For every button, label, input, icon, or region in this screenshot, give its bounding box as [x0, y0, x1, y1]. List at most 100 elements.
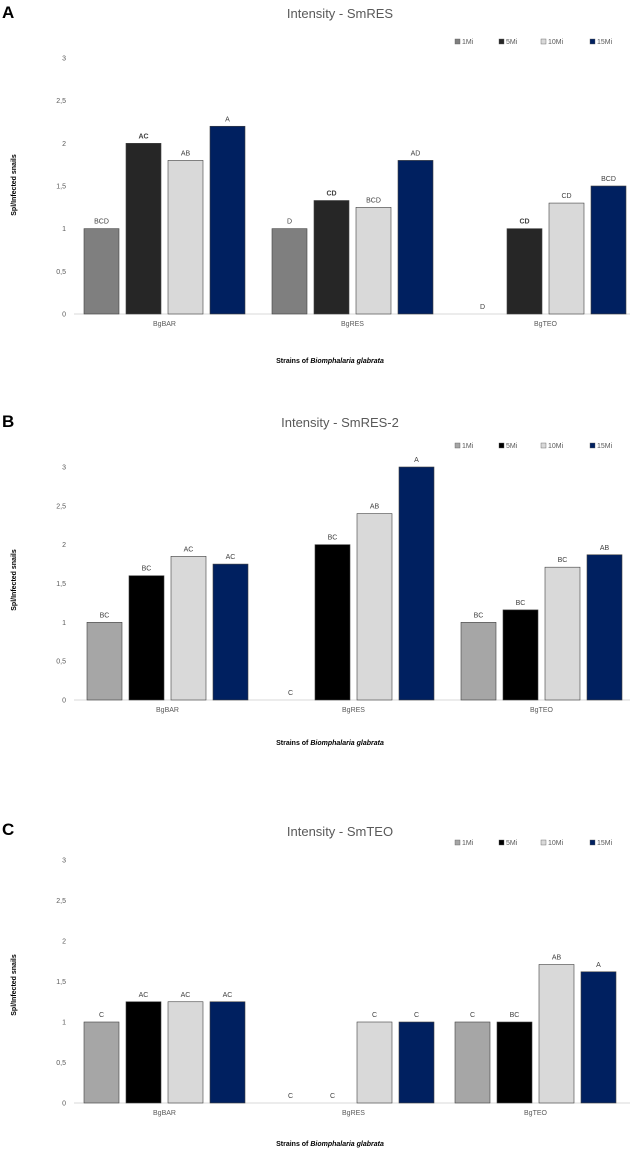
legend-swatch	[589, 38, 596, 45]
bar	[167, 1001, 204, 1104]
data-label: C	[99, 1012, 104, 1019]
bar	[209, 125, 246, 315]
panel-letter: C	[2, 820, 14, 839]
y-tick-label: 1	[62, 620, 66, 627]
bar	[356, 513, 393, 701]
y-tick-label: 3	[62, 465, 66, 472]
x-category-label: BgRES	[342, 707, 365, 714]
bar	[271, 228, 308, 315]
data-label: AC	[139, 992, 149, 999]
data-label: C	[288, 1093, 293, 1100]
chart-panel-a: A Intensity - SmRES 1Mi 5Mi 10Mi 15Mi 0 0,5 1 1,5…	[2, 3, 630, 365]
bar	[212, 563, 249, 701]
legend-swatch	[498, 442, 505, 449]
legend-swatch	[589, 839, 596, 846]
data-label: BC	[142, 566, 152, 573]
data-label: AB	[181, 150, 191, 157]
legend-swatch	[454, 442, 461, 449]
legend-label: 5Mi	[506, 840, 518, 847]
data-label: AB	[552, 954, 562, 961]
y-tick-label: 0	[62, 698, 66, 705]
bar	[83, 228, 120, 315]
x-category-label: BgRES	[342, 1110, 365, 1117]
bar	[314, 544, 351, 701]
data-label: A	[225, 116, 230, 123]
chart-title: Intensity - SmRES-2	[281, 415, 399, 430]
data-label: A	[414, 457, 419, 464]
legend-label: 15Mi	[597, 840, 613, 847]
bar	[398, 1021, 435, 1104]
bar	[167, 160, 204, 315]
legend-swatch	[498, 38, 505, 45]
data-label: BC	[558, 557, 568, 564]
legend-swatch	[498, 839, 505, 846]
y-tick-label: 2,5	[56, 98, 66, 105]
y-tick-label: 1,5	[56, 184, 66, 191]
data-label: A	[596, 962, 601, 969]
legend-label: 1Mi	[462, 443, 474, 450]
data-label: C	[470, 1012, 475, 1019]
bar	[125, 143, 162, 315]
data-label: BCD	[366, 197, 381, 204]
x-axis-title: Strains of Biomphalaria glabrata	[276, 1141, 384, 1148]
legend-label: 10Mi	[548, 840, 564, 847]
x-category-label: BgBAR	[153, 321, 176, 328]
legend-label: 1Mi	[462, 840, 474, 847]
data-label: AB	[600, 545, 610, 552]
data-label: BC	[474, 612, 484, 619]
data-label: AC	[181, 992, 191, 999]
data-label: AD	[411, 150, 421, 157]
legend-swatch	[589, 442, 596, 449]
data-label: D	[287, 219, 292, 226]
bar	[170, 556, 207, 701]
y-tick-label: 2	[62, 939, 66, 946]
panel-letter: B	[2, 412, 14, 431]
bar	[355, 207, 392, 315]
legend-swatch	[540, 839, 547, 846]
bar	[580, 971, 617, 1104]
y-tick-label: 3	[62, 858, 66, 865]
bar	[586, 554, 623, 701]
legend-label: 5Mi	[506, 39, 518, 46]
data-label: BC	[100, 612, 110, 619]
y-tick-label: 2,5	[56, 503, 66, 510]
data-label: C	[372, 1012, 377, 1019]
legend-label: 15Mi	[597, 39, 613, 46]
chart-title: Intensity - SmTEO	[287, 824, 393, 839]
bar	[209, 1001, 246, 1104]
y-tick-label: 2	[62, 542, 66, 549]
y-axis-title: Spl/Infected snails	[11, 154, 18, 216]
data-label: AC	[223, 992, 233, 999]
data-label: AC	[138, 133, 148, 140]
chart-panel-b: B Intensity - SmRES-2 1Mi 5Mi 10Mi 15Mi 0 0,5 1 1…	[2, 412, 630, 747]
panel-letter: A	[2, 3, 14, 22]
y-tick-label: 0	[62, 312, 66, 319]
y-axis-title: Spl/Infected snails	[11, 549, 18, 611]
bar	[83, 1021, 120, 1104]
data-label: BCD	[94, 219, 109, 226]
y-tick-label: 1,5	[56, 581, 66, 588]
data-label: C	[330, 1093, 335, 1100]
y-tick-label: 2	[62, 141, 66, 148]
y-tick-label: 0,5	[56, 659, 66, 666]
bar	[313, 200, 350, 315]
bar	[590, 185, 627, 315]
data-label: BCD	[601, 176, 616, 183]
y-tick-label: 0	[62, 1101, 66, 1108]
y-tick-label: 1	[62, 226, 66, 233]
data-label: C	[414, 1012, 419, 1019]
x-axis-title: Strains of Biomphalaria glabrata	[276, 740, 384, 747]
data-label: D	[480, 304, 485, 311]
legend-swatch	[540, 38, 547, 45]
y-axis-title: Spl/Infected snails	[11, 954, 18, 1016]
legend-label: 1Mi	[462, 39, 474, 46]
bar	[398, 466, 435, 701]
bar	[356, 1021, 393, 1104]
y-tick-label: 2,5	[56, 898, 66, 905]
data-label: CD	[326, 191, 336, 198]
bar	[460, 622, 497, 701]
legend-label: 10Mi	[548, 39, 564, 46]
legend-label: 15Mi	[597, 443, 613, 450]
x-category-label: BgBAR	[153, 1110, 176, 1117]
